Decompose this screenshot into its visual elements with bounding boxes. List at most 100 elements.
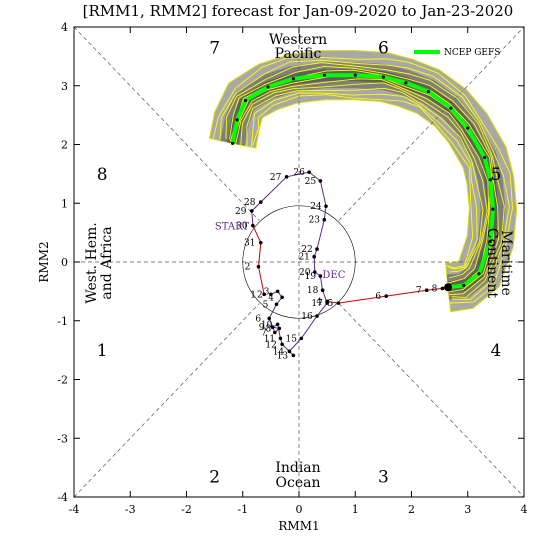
x-tick-label-6: 2 [408,503,415,516]
west-hem-label-2: and Africa [99,226,115,299]
ensemble-mean-point-7 [466,126,470,130]
y-tick-label-6: 2 [61,139,68,152]
observed-point-28 [274,302,279,307]
observed-point-29 [280,295,284,300]
divider-diag-1a [73,303,260,498]
western-pacific-label-1: Western [269,32,327,48]
observed-point-2 [258,240,263,245]
observed-point-4 [249,209,254,213]
phase-number-7: 7 [209,39,220,59]
observed-point-11 [315,247,319,251]
observed-day-label-19: 14 [273,347,285,357]
observed-day-label-5: 28 [244,198,256,208]
phase-number-5: 5 [490,165,501,185]
observed-point-0 [262,292,266,297]
ensemble-member-9 [246,87,484,273]
observed-day-label-15: 18 [307,286,319,296]
ensemble-mean-point-18 [231,141,235,145]
observed-day-label-21: 12 [265,340,276,350]
ensemble-mean-point-10 [404,81,408,85]
observed-point-15 [320,288,325,293]
ensemble-mean-point-11 [381,75,385,79]
observed-point-26 [273,330,277,335]
observed-point-8 [318,179,323,183]
phase-number-6: 6 [378,39,389,59]
x-tick-label-1: -3 [125,503,136,516]
west-hem-label-1: West. Hem. [84,222,100,303]
observed-day-label-9: 24 [310,202,322,212]
ensemble-mean-point-3 [488,239,492,244]
observed-point-27 [267,316,271,321]
ensemble-mean-point-8 [449,106,453,110]
observed-point-6 [284,175,289,179]
maritime-label-1: Maritime [498,230,514,296]
observed-day-label-3: 30 [236,222,248,232]
y-tick-label-3: -1 [57,315,68,328]
observed-point-12 [312,254,316,259]
indian-ocean-label-2: Ocean [276,475,321,491]
maritime-label-2: Continent [484,228,500,299]
ensemble-member-1 [212,57,513,304]
observed-day-label-13: 20 [299,268,311,278]
observed-point-21 [280,342,284,347]
ensemble-mean-point-12 [353,73,357,77]
x-tick-label-2: -2 [181,503,192,516]
observed-day-label-17: 16 [301,312,313,322]
phase-number-4: 4 [490,341,501,361]
observed-point-3 [251,223,255,228]
unit-circle [242,205,356,319]
observed-point-23 [275,322,280,327]
observed-day-label-24: 9 [259,323,265,333]
spread-outer [208,50,518,313]
observed-point-17 [315,314,319,318]
observed-path-recent [252,225,265,295]
observed-point-30 [275,289,280,294]
ensemble-member-11 [252,94,474,269]
ensemble-mean-point-2 [477,272,481,276]
spread-inner [227,69,499,294]
observed-day-label-16: 17 [311,299,323,309]
observed-point-22 [278,336,283,341]
legend: NCEP GEFS [414,48,500,58]
observed-day-label-1: 2 [245,263,251,273]
observed-point-5 [258,200,263,204]
ensemble-member-4 [228,65,499,296]
ensemble-mean-point-6 [483,155,487,160]
forecast-transition-point-1 [336,301,341,305]
observed-day-label-14: 19 [305,272,317,282]
observed-day-label-18: 15 [286,334,298,344]
observed-day-label-20: 13 [277,351,289,361]
indian-ocean-label-1: Indian [275,460,320,476]
observed-point-14 [318,274,323,278]
y-tick-label-8: 4 [61,21,68,34]
ensemble-member-7 [234,78,490,284]
start-label: START [215,222,250,233]
observed-point-9 [324,204,328,208]
observed-day-label-8: 25 [305,177,317,187]
y-tick-label-2: -2 [57,374,68,387]
chart-title: [RMM1, RMM2] forecast for Jan-09-2020 to… [83,2,514,20]
ensemble-member-8 [240,82,488,279]
observed-point-25 [277,326,282,331]
observed-point-18 [299,336,304,341]
observed-day-label-28: 5 [263,300,269,310]
observed-day-label-0: 1 [250,290,256,300]
x-tick-label-8: 4 [521,503,528,516]
ensemble-mean-point-14 [291,77,295,81]
x-tick-label-0: -4 [69,503,80,516]
forecast-transition-point-0 [325,299,329,304]
x-tick-label-4: 0 [296,503,303,516]
observed-day-label-10: 23 [309,216,321,226]
divider-diag-2b [338,303,525,498]
observed-day-label-26: 7 [261,329,267,339]
observed-point-13 [312,270,317,274]
observed-day-label-27: 6 [255,314,261,324]
observed-day-label-7: 26 [293,168,305,178]
observed-point-19 [287,349,292,354]
observed-point-1 [256,264,261,269]
x-axis-label: RMM1 [278,519,319,533]
